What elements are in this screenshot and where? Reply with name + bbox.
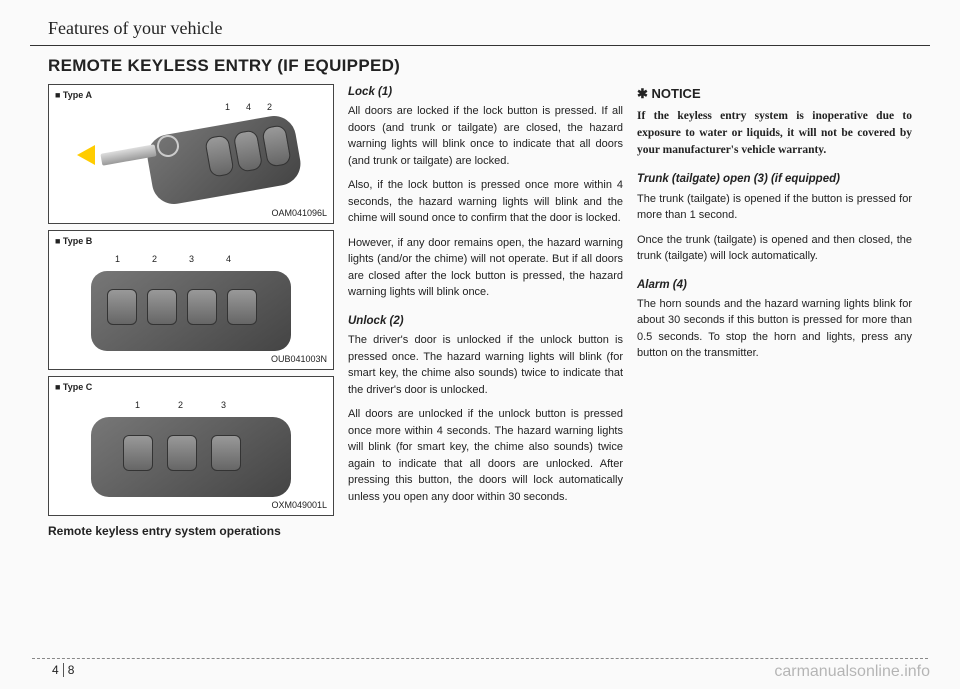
figure-type-c: ■ Type C 1 2 3 OXM049001L xyxy=(48,376,334,516)
callout-number: 2 xyxy=(267,101,272,115)
unlock-title: Unlock (2) xyxy=(348,313,623,330)
figure-type-b: ■ Type B 1 2 3 4 OUB041003N xyxy=(48,230,334,370)
column-middle: Lock (1) All doors are locked if the loc… xyxy=(348,84,623,540)
figure-number-labels: 1 2 3 xyxy=(135,399,226,413)
callout-number: 4 xyxy=(246,101,251,115)
figure-number-labels: 1 4 2 xyxy=(225,101,272,115)
callout-number: 2 xyxy=(178,399,183,413)
body-text: Once the trunk (tailgate) is opened and … xyxy=(637,232,912,265)
body-text: However, if any door remains open, the h… xyxy=(348,235,623,301)
content-columns: ■ Type A 1 4 2 OAM041096L ■ Type B xyxy=(30,84,930,540)
trunk-title: Trunk (tailgate) open (3) (if equipped) xyxy=(637,171,912,188)
alarm-title: Alarm (4) xyxy=(637,277,912,294)
body-text: Also, if the lock button is pressed once… xyxy=(348,177,623,227)
arrow-icon xyxy=(77,145,95,165)
callout-number: 4 xyxy=(226,253,231,267)
body-text: All doors are unlocked if the unlock but… xyxy=(348,406,623,505)
figure-code: OUB041003N xyxy=(271,353,327,367)
chapter-number: 4 xyxy=(52,663,64,677)
column-left: ■ Type A 1 4 2 OAM041096L ■ Type B xyxy=(48,84,334,540)
key-button-icon xyxy=(123,435,153,471)
key-button-icon xyxy=(227,289,257,325)
key-button-icon xyxy=(187,289,217,325)
figure-label: ■ Type B xyxy=(55,235,92,249)
key-button-icon xyxy=(233,129,264,173)
figure-label: ■ Type A xyxy=(55,89,92,103)
key-button-icon xyxy=(167,435,197,471)
page-header: Features of your vehicle xyxy=(30,18,930,46)
notice-body: If the keyless entry system is inoperati… xyxy=(637,108,912,160)
key-button-icon xyxy=(147,289,177,325)
figure-number-labels: 1 2 3 4 xyxy=(115,253,231,267)
body-text: The driver's door is unlocked if the unl… xyxy=(348,332,623,398)
notice-title: ✱ NOTICE xyxy=(637,84,912,104)
key-button-icon xyxy=(107,289,137,325)
body-text: The trunk (tailgate) is opened if the bu… xyxy=(637,191,912,224)
body-text: The horn sounds and the hazard warning l… xyxy=(637,296,912,362)
callout-number: 1 xyxy=(225,101,230,115)
page-index: 8 xyxy=(68,663,75,677)
section-title: REMOTE KEYLESS ENTRY (IF EQUIPPED) xyxy=(30,56,930,76)
key-button-icon xyxy=(211,435,241,471)
callout-number: 2 xyxy=(152,253,157,267)
key-buttons-illustration xyxy=(107,289,257,325)
watermark: carmanualsonline.info xyxy=(774,663,930,681)
key-buttons-illustration xyxy=(123,435,241,471)
callout-number: 1 xyxy=(135,399,140,413)
page-number: 48 xyxy=(52,663,74,677)
figure-label: ■ Type C xyxy=(55,381,92,395)
body-text: All doors are locked if the lock button … xyxy=(348,103,623,169)
figure-type-a: ■ Type A 1 4 2 OAM041096L xyxy=(48,84,334,224)
callout-number: 1 xyxy=(115,253,120,267)
callout-number: 3 xyxy=(221,399,226,413)
column-right: ✱ NOTICE If the keyless entry system is … xyxy=(637,84,912,540)
figure-code: OXM049001L xyxy=(271,499,327,513)
left-subtitle: Remote keyless entry system operations xyxy=(48,522,334,540)
figure-code: OAM041096L xyxy=(271,207,327,221)
lock-title: Lock (1) xyxy=(348,84,623,101)
callout-number: 3 xyxy=(189,253,194,267)
